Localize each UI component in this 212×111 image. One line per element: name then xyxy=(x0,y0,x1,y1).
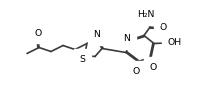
Text: H₂N: H₂N xyxy=(138,10,155,19)
Text: N: N xyxy=(123,34,130,43)
Text: O: O xyxy=(160,23,167,32)
Text: N: N xyxy=(93,30,100,39)
Text: OH: OH xyxy=(168,38,182,47)
Text: O: O xyxy=(34,29,42,38)
Text: S: S xyxy=(80,55,86,64)
Text: O: O xyxy=(132,67,139,76)
Text: O: O xyxy=(150,63,157,72)
